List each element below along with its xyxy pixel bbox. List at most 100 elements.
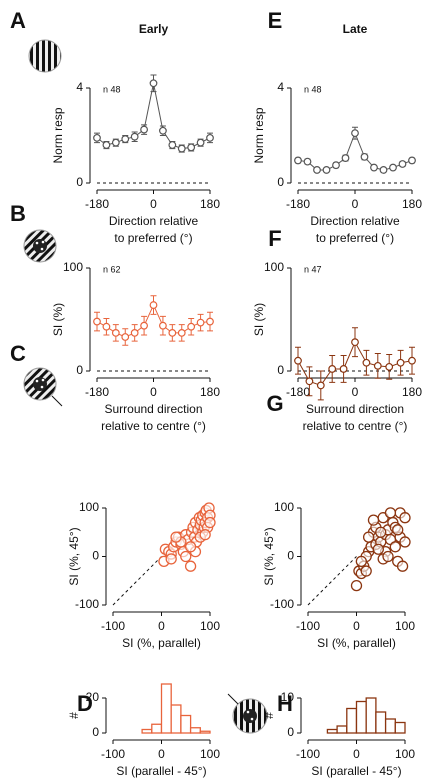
x-tick-label: 180 (402, 197, 422, 211)
data-point (184, 541, 197, 553)
data-point (362, 358, 371, 367)
data-point (384, 507, 397, 519)
data-point (206, 317, 214, 326)
data-point (360, 152, 369, 161)
x-axis-label: Direction relative (109, 214, 199, 228)
data-point (140, 321, 148, 330)
data-point (303, 157, 312, 166)
x-tick-label: -100 (101, 619, 125, 633)
y-tick-label: -100 (75, 597, 99, 611)
annotation: n 48 (103, 84, 121, 94)
y-axis-label: SI (%, 45°) (67, 527, 81, 585)
data-point (389, 541, 401, 553)
histogram-bar (346, 707, 358, 734)
data-point (372, 543, 384, 555)
data-point (351, 338, 359, 347)
y-tick-label: 10 (281, 690, 295, 704)
data-point (305, 377, 314, 386)
data-point (367, 514, 380, 526)
x-tick-label: 100 (395, 747, 415, 761)
y-axis-label: Norm resp (51, 107, 65, 163)
panel-label: C (10, 341, 26, 366)
data-point (165, 553, 177, 565)
x-axis-label: to preferred (°) (114, 231, 192, 245)
data-point (187, 322, 196, 331)
panel-label: F (268, 226, 281, 251)
data-point (375, 526, 387, 538)
data-point (180, 550, 192, 563)
y-axis-label: # (67, 712, 81, 719)
histogram-bar (199, 730, 211, 734)
panel-label: A (10, 8, 26, 33)
y-tick-label: 0 (92, 725, 99, 739)
data-point (121, 135, 130, 143)
data-point (385, 362, 394, 371)
data-point (313, 166, 321, 174)
annotation: n 47 (304, 264, 322, 274)
x-axis-label: SI (%, parallel) (317, 636, 396, 650)
y-axis-label: Norm resp (252, 107, 266, 163)
data-point (93, 133, 101, 142)
data-point (396, 560, 409, 572)
y-tick-label: 100 (274, 500, 294, 514)
data-point (294, 356, 302, 365)
x-axis-label: relative to centre (°) (101, 419, 206, 433)
x-axis-label: SI (%, parallel) (122, 636, 201, 650)
histogram-bar (375, 711, 387, 734)
data-point (382, 550, 394, 563)
data-point (140, 125, 148, 134)
histogram-bar (365, 697, 377, 734)
data-point (206, 133, 214, 142)
x-tick-label: 0 (150, 385, 157, 399)
y-tick-label: 4 (277, 80, 284, 94)
data-point (130, 132, 139, 141)
data-point (196, 138, 205, 147)
x-tick-label: 0 (150, 197, 157, 211)
histogram-bar (394, 721, 406, 734)
x-tick-label: 180 (200, 385, 220, 399)
data-point (341, 154, 350, 162)
y-tick-label: 0 (76, 175, 83, 189)
histogram-bar (384, 718, 396, 734)
y-tick-label: 0 (277, 363, 284, 377)
x-tick-label: 100 (395, 619, 415, 633)
y-axis-label: # (262, 712, 276, 719)
y-tick-label: 0 (277, 175, 284, 189)
histogram-bar (180, 714, 192, 734)
x-tick-label: 0 (158, 747, 165, 761)
panel-label: E (268, 8, 283, 33)
data-point (130, 328, 139, 337)
data-point (399, 512, 411, 524)
x-axis-label: SI (parallel - 45°) (311, 764, 401, 778)
data-point (351, 129, 359, 138)
data-point (159, 321, 167, 330)
unity-line (307, 556, 357, 606)
x-tick-label: 100 (200, 619, 220, 633)
data-point (199, 529, 211, 541)
x-axis-label: Surround direction (306, 402, 404, 416)
y-tick-label: 0 (92, 549, 99, 563)
data-point (184, 560, 197, 572)
x-tick-label: 100 (200, 747, 220, 761)
data-point (350, 579, 363, 592)
annotation: n 48 (304, 84, 322, 94)
data-point (408, 356, 416, 365)
icon-surround (23, 367, 63, 407)
icon-parallel (227, 693, 268, 734)
annotation: n 62 (103, 264, 121, 274)
data-point (121, 333, 130, 341)
data-point (102, 322, 111, 331)
data-point (362, 531, 375, 543)
x-tick-label: 0 (353, 747, 360, 761)
histogram-bar (326, 728, 338, 734)
data-point (111, 138, 120, 147)
data-point (408, 156, 416, 165)
data-point (93, 317, 101, 326)
data-point (379, 166, 388, 174)
x-tick-label: 0 (352, 385, 359, 399)
x-tick-label: -180 (286, 197, 310, 211)
histogram-bar (141, 728, 153, 734)
data-point (177, 144, 186, 153)
column-title: Late (343, 22, 368, 36)
